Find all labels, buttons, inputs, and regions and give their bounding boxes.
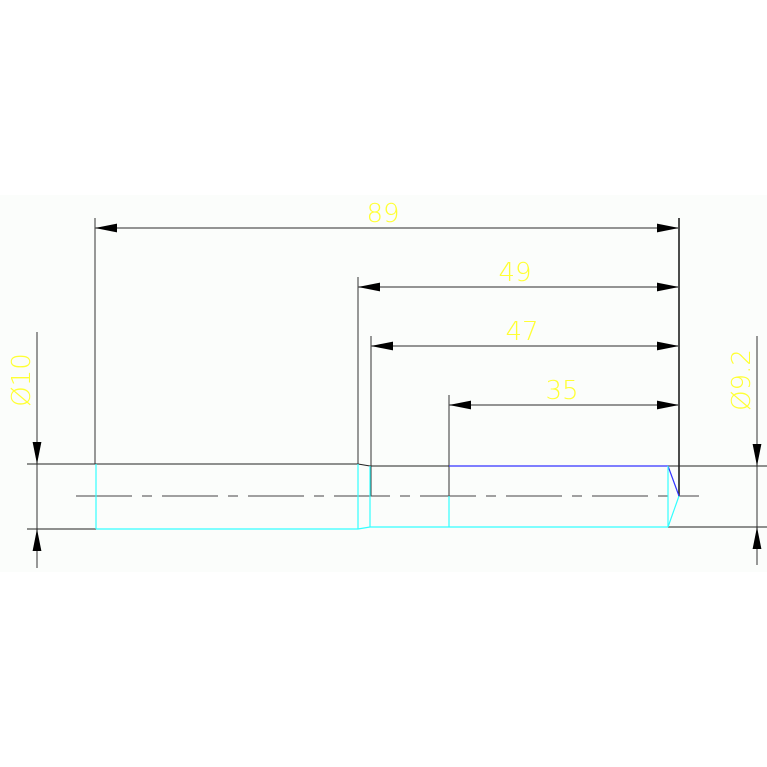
extension-lines bbox=[36, 218, 758, 568]
dim-text-35: 35 bbox=[545, 376, 578, 406]
dim-text-d92: Ø9.2 bbox=[727, 349, 757, 411]
drawing-background bbox=[0, 195, 767, 572]
dim-text-47: 47 bbox=[505, 317, 538, 347]
shaft-outline bbox=[27, 463, 767, 530]
dim-text-89: 89 bbox=[366, 199, 399, 229]
thread-edge bbox=[449, 465, 680, 497]
cyan-edges bbox=[95, 464, 680, 530]
dim-text-d10: Ø10 bbox=[7, 353, 37, 407]
dim-text-49: 49 bbox=[498, 258, 531, 288]
